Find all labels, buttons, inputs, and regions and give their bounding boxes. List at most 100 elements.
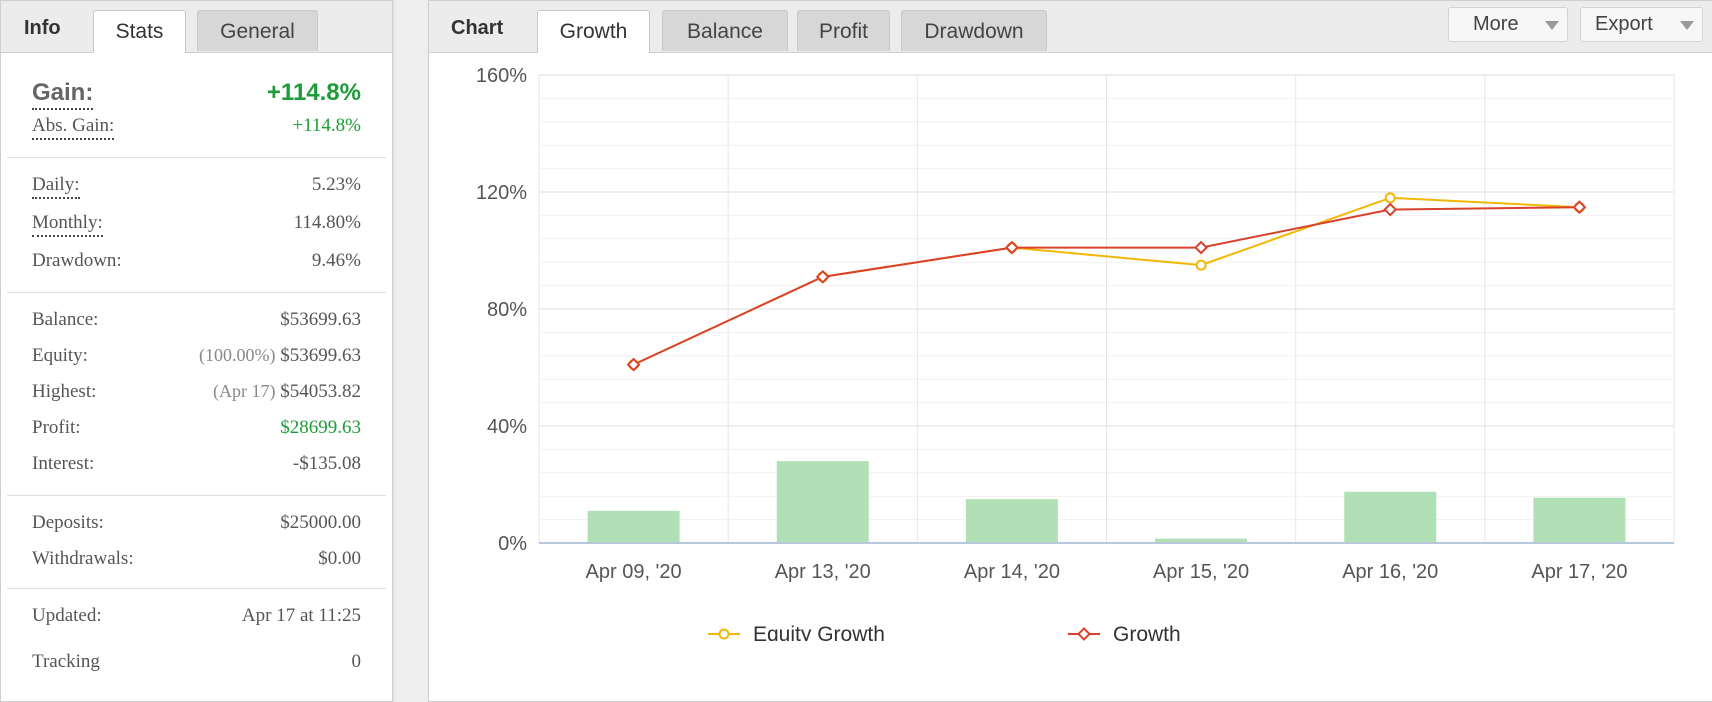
y-tick-label: 120%: [476, 182, 527, 204]
growth-point: [1194, 240, 1208, 255]
growth-point: [1383, 202, 1398, 217]
account-section: Balance: $53699.63 Equity: (100.00%) $53…: [7, 293, 386, 496]
profit-value: $28699.63: [280, 417, 361, 438]
export-button[interactable]: Export: [1580, 7, 1703, 42]
balance-row: Balance: $53699.63: [32, 309, 361, 339]
x-tick-label: Apr 15, '20: [1153, 561, 1249, 583]
profit-row: Profit: $28699.63: [32, 417, 361, 447]
bar: [965, 499, 1058, 543]
equity-row: Equity: (100.00%) $53699.63: [32, 345, 361, 375]
equity-percent: (100.00%): [199, 345, 276, 365]
chart-grid: [538, 74, 1675, 544]
export-label: Export: [1595, 13, 1653, 35]
tab-stats[interactable]: Stats: [93, 10, 186, 53]
gain-value: +114.8%: [266, 79, 361, 106]
chevron-down-icon: [1680, 21, 1694, 30]
interest-label: Interest:: [32, 453, 95, 474]
gain-row: Gain: +114.8%: [32, 79, 361, 113]
profit-label: Profit:: [32, 417, 81, 438]
bar: [1344, 491, 1437, 543]
y-tick-label: 80%: [487, 299, 527, 321]
x-tick-label: Apr 09, '20: [586, 561, 682, 583]
daily-row: Daily: 5.23%: [32, 174, 361, 204]
daily-value: 5.23%: [311, 174, 361, 195]
bar: [1155, 538, 1248, 543]
balance-value: $53699.63: [280, 309, 361, 330]
tab-balance[interactable]: Balance: [662, 10, 788, 51]
drawdown-value: 9.46%: [311, 250, 361, 271]
equity-label: Equity:: [32, 345, 88, 366]
growth-line: [633, 206, 1580, 366]
chart-tabbar: Chart Growth Balance Profit Drawdown Mor…: [429, 1, 1712, 53]
tracking-value: 0: [351, 651, 362, 672]
tab-drawdown[interactable]: Drawdown: [901, 10, 1047, 51]
interest-row: Interest: -$135.08: [32, 453, 361, 483]
gain-section: Gain: +114.8% Abs. Gain: +114.8%: [7, 71, 386, 158]
chart-axes: 0% 40% 80% 120% 160% Apr 09, '20 Apr 13, '20 Ap…: [476, 65, 1674, 583]
drawdown-label: Drawdown:: [32, 250, 122, 271]
balance-label: Balance:: [32, 309, 99, 330]
legend-marker: [1077, 627, 1091, 641]
more-button[interactable]: More: [1448, 7, 1568, 42]
tracking-section: Updated: Apr 17 at 11:25 Tracking 0: [7, 589, 386, 699]
monthly-row: Monthly: 114.80%: [32, 212, 361, 242]
growth-point: [1572, 200, 1587, 215]
y-tick-label: 160%: [476, 65, 527, 87]
deposits-value: $25000.00: [280, 512, 361, 533]
updated-label: Updated:: [32, 605, 102, 626]
chart-panel: Chart Growth Balance Profit Drawdown Mor…: [428, 0, 1712, 702]
abs-gain-value: +114.8%: [292, 115, 361, 136]
info-title: Info: [24, 17, 61, 39]
chart-bars: [587, 461, 1626, 543]
growth-point: [626, 357, 641, 372]
drawdown-row: Drawdown: 9.46%: [32, 250, 361, 280]
highest-value: $54053.82: [280, 381, 361, 402]
abs-gain-label[interactable]: Abs. Gain:: [32, 115, 115, 140]
growth-chart: 0% 40% 80% 120% 160% Apr 09, '20 Apr 13, '20 Ap…: [476, 65, 1675, 641]
tracking-label: Tracking: [32, 651, 100, 672]
x-tick-label: Apr 14, '20: [964, 561, 1060, 583]
equity-value: $53699.63: [280, 345, 361, 366]
withdrawals-label: Withdrawals:: [32, 548, 134, 569]
growth-point: [815, 269, 830, 284]
more-label: More: [1473, 13, 1519, 35]
bar: [587, 510, 680, 543]
bar: [776, 461, 869, 543]
x-tick-label: Apr 17, '20: [1531, 561, 1627, 583]
y-tick-label: 40%: [487, 416, 527, 438]
legend-label: Equity Growth: [753, 623, 885, 641]
chevron-down-icon: [1545, 21, 1559, 30]
tab-profit[interactable]: Profit: [797, 10, 890, 51]
withdrawals-row: Withdrawals: $0.00: [32, 548, 361, 578]
highest-date: (Apr 17): [213, 381, 276, 401]
tab-general[interactable]: General: [197, 10, 318, 51]
withdrawals-value: $0.00: [318, 548, 361, 569]
abs-gain-row: Abs. Gain: +114.8%: [32, 115, 361, 145]
chart-title: Chart: [451, 17, 504, 39]
deposits-section: Deposits: $25000.00 Withdrawals: $0.00: [7, 496, 386, 589]
daily-label[interactable]: Daily:: [32, 174, 80, 199]
monthly-value: 114.80%: [293, 212, 361, 233]
updated-value: Apr 17 at 11:25: [241, 605, 361, 626]
deposits-row: Deposits: $25000.00: [32, 512, 361, 542]
gain-label[interactable]: Gain:: [32, 79, 94, 110]
x-tick-label: Apr 13, '20: [775, 561, 871, 583]
performance-section: Daily: 5.23% Monthly: 114.80% Drawdown: …: [7, 158, 386, 293]
equity-growth-point: [1195, 259, 1207, 271]
chart-legend: Equity Growth Growth: [708, 623, 1181, 641]
legend-label: Growth: [1113, 623, 1181, 641]
tab-growth[interactable]: Growth: [537, 10, 650, 53]
monthly-label[interactable]: Monthly:: [32, 212, 103, 237]
highest-row: Highest: (Apr 17) $54053.82: [32, 381, 361, 411]
bar: [1533, 497, 1626, 543]
deposits-label: Deposits:: [32, 512, 104, 533]
equity-growth-point: [1384, 192, 1396, 204]
interest-value: -$135.08: [292, 453, 361, 474]
growth-point: [1005, 240, 1019, 255]
stats-panel: Info Stats General Gain: +114.8% Abs. Ga…: [0, 0, 393, 702]
updated-row: Updated: Apr 17 at 11:25: [32, 605, 361, 635]
x-tick-label: Apr 16, '20: [1342, 561, 1438, 583]
y-tick-label: 0%: [498, 533, 527, 555]
stats-tabbar: Info Stats General: [1, 1, 392, 53]
tracking-row: Tracking 0: [32, 651, 361, 681]
